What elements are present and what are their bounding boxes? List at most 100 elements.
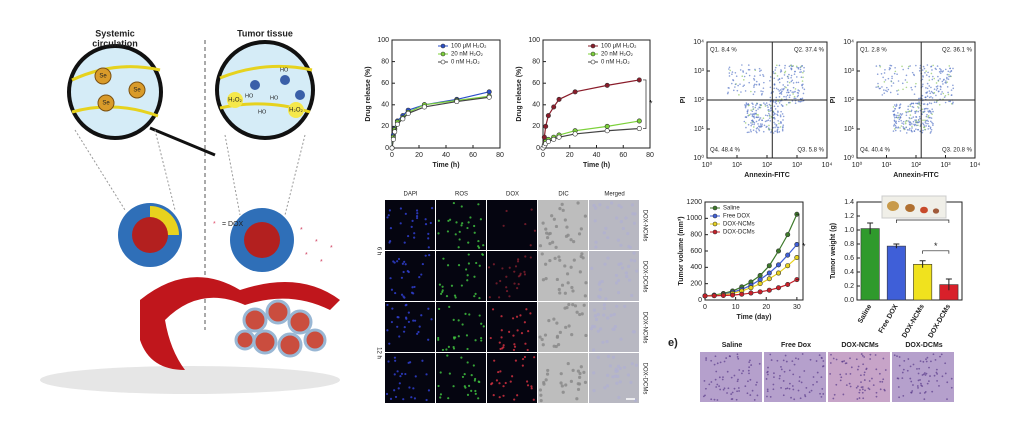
event-dot (751, 113, 754, 116)
cell (508, 295, 511, 298)
event-dot (915, 121, 917, 124)
cell (428, 253, 431, 257)
event-dot (768, 117, 771, 119)
cell (446, 264, 450, 267)
nucleus (935, 368, 938, 371)
event-dot (948, 75, 950, 78)
se-label: Se (99, 74, 107, 80)
event-dot (753, 86, 755, 88)
nucleus (718, 385, 721, 387)
event-dot (777, 111, 779, 113)
event-dot (792, 93, 794, 95)
event-dot (926, 103, 929, 105)
event-dot (918, 101, 920, 103)
event-dot (912, 120, 915, 123)
event-dot (904, 122, 907, 125)
event-dot (929, 126, 932, 129)
cell (570, 333, 574, 337)
nucleus (848, 382, 851, 385)
event-dot (728, 87, 730, 89)
error-bar (945, 278, 952, 291)
event-dot (788, 73, 790, 76)
event-dot (730, 82, 733, 85)
nucleus (751, 389, 754, 392)
cell (584, 333, 588, 338)
event-dot (910, 102, 913, 105)
cell (497, 370, 500, 374)
cell (470, 389, 473, 392)
cell (619, 243, 623, 247)
cell (437, 232, 440, 235)
y-tick-label: 0 (698, 297, 702, 304)
point (636, 77, 642, 83)
cell (489, 336, 492, 340)
cell (516, 260, 520, 263)
event-dot (949, 67, 951, 70)
schematic-title: Tumor tissue (237, 28, 293, 38)
x-tick-label: 10² (762, 162, 773, 169)
nucleus (710, 398, 713, 401)
cell (477, 203, 480, 206)
nucleus (722, 376, 724, 379)
point (766, 270, 772, 276)
cell (495, 379, 499, 382)
point (785, 263, 791, 269)
micrograph (589, 251, 639, 301)
event-dot (777, 105, 779, 108)
legend-marker (590, 43, 596, 49)
nucleus (857, 365, 860, 368)
nucleus (932, 353, 935, 356)
nucleus (950, 377, 953, 380)
cell (474, 389, 477, 393)
cell (424, 254, 427, 257)
nucleus (718, 376, 721, 379)
quadrant-label: Q2. 36.1 % (942, 48, 973, 54)
cell (548, 242, 552, 246)
cell (505, 289, 509, 293)
event-dot (933, 77, 936, 80)
event-dot (910, 86, 913, 89)
cell (516, 329, 519, 332)
event-dot (787, 84, 789, 86)
tumor-photo (905, 203, 915, 213)
event-dot (930, 112, 932, 114)
event-dot (774, 118, 776, 120)
event-dot (739, 69, 742, 71)
cell (441, 285, 444, 288)
event-dot (927, 110, 929, 112)
cell (499, 279, 502, 283)
ho-label: HO (280, 67, 289, 73)
cell (545, 236, 550, 240)
cell (388, 209, 391, 212)
nucleus (946, 398, 948, 401)
event-dot (900, 114, 903, 116)
cell (505, 286, 508, 289)
event-dot (905, 114, 908, 117)
x-tick-label: 40 (442, 152, 450, 159)
cell (505, 275, 508, 278)
cell (393, 389, 396, 392)
cell (452, 347, 456, 350)
event-dot (917, 128, 920, 131)
event-dot (772, 91, 775, 93)
point (604, 82, 610, 88)
nucleus (920, 384, 923, 387)
cell (563, 218, 567, 222)
event-dot (905, 111, 908, 114)
nucleus (939, 355, 941, 358)
h2o2-burst (288, 102, 304, 118)
event-dot (779, 100, 781, 102)
quadrant-label: Q4. 40.4 % (860, 148, 891, 154)
event-dot (929, 132, 932, 134)
event-dot (909, 65, 911, 67)
cell (606, 316, 610, 320)
nucleus (704, 394, 706, 397)
cell (524, 222, 527, 226)
cell (565, 305, 569, 310)
cell (606, 373, 610, 377)
cell (544, 378, 548, 382)
event-dot (753, 79, 756, 81)
cell (418, 276, 421, 279)
nucleus (872, 384, 875, 387)
x-tick-label: 10⁴ (822, 162, 833, 169)
